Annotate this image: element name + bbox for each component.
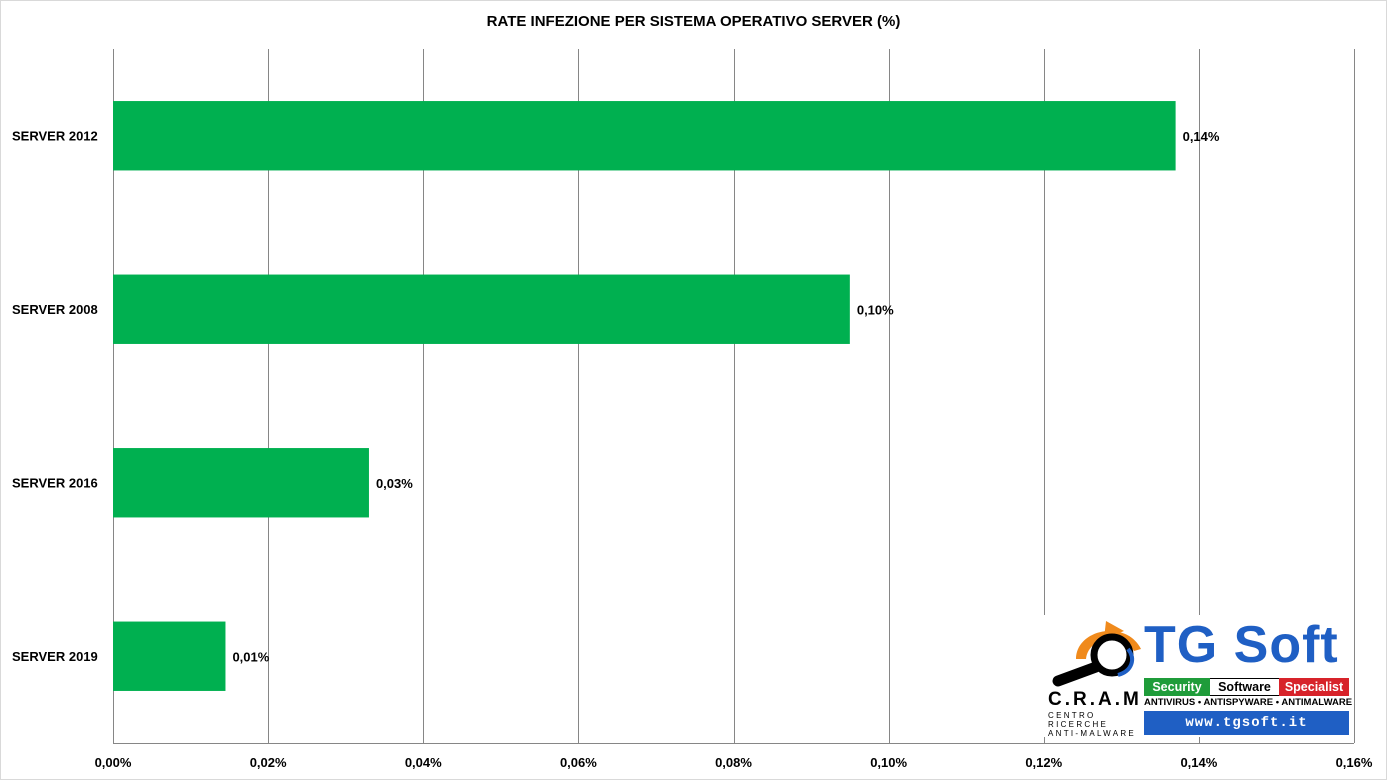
- logo-slogan-bar: Security Software Specialist: [1144, 678, 1349, 696]
- bar: [113, 274, 850, 344]
- cram-word: C.R.A.M: [1048, 689, 1142, 710]
- cram-line1: CENTRO: [1048, 711, 1096, 720]
- data-label: 0,14%: [1183, 129, 1220, 144]
- x-tick-label: 0,10%: [870, 755, 907, 770]
- magnifier-swoosh-icon: [1052, 621, 1141, 687]
- data-label: 0,01%: [232, 649, 269, 664]
- logo-url: www.tgsoft.it: [1144, 711, 1349, 735]
- x-tick-label: 0,12%: [1025, 755, 1062, 770]
- chart-title: RATE INFEZIONE PER SISTEMA OPERATIVO SER…: [486, 13, 901, 30]
- logo-specialist: Specialist: [1279, 678, 1349, 696]
- bar: [113, 448, 369, 518]
- logo-security: Security: [1144, 678, 1210, 696]
- data-label: 0,03%: [376, 476, 413, 491]
- category-label: SERVER 2008: [12, 302, 98, 317]
- x-tick-label: 0,04%: [405, 755, 442, 770]
- x-tick-label: 0,16%: [1336, 755, 1373, 770]
- cram-line2: RICERCHE: [1048, 720, 1109, 729]
- category-label: SERVER 2016: [12, 475, 98, 490]
- logo-brand-text: TG Soft: [1144, 616, 1339, 674]
- data-label: 0,10%: [857, 302, 894, 317]
- cram-line3: ANTI-MALWARE: [1048, 729, 1137, 738]
- category-label: SERVER 2019: [12, 649, 98, 664]
- bar: [113, 621, 226, 691]
- logo-software: Software: [1210, 678, 1279, 696]
- x-tick-label: 0,00%: [95, 755, 132, 770]
- logo-tagline: ANTIVIRUS • ANTISPYWARE • ANTIMALWARE: [1144, 697, 1353, 708]
- tgsoft-logo: TG Soft Security Software Specialist ANT…: [1044, 615, 1353, 738]
- bar: [113, 101, 1176, 171]
- x-tick-label: 0,08%: [715, 755, 752, 770]
- x-tick-label: 0,06%: [560, 755, 597, 770]
- x-tick-label: 0,02%: [250, 755, 287, 770]
- cram-logo: C.R.A.M CENTRO RICERCHE ANTI-MALWARE: [1048, 689, 1142, 738]
- category-label: SERVER 2012: [12, 128, 98, 143]
- x-tick-label: 0,14%: [1180, 755, 1217, 770]
